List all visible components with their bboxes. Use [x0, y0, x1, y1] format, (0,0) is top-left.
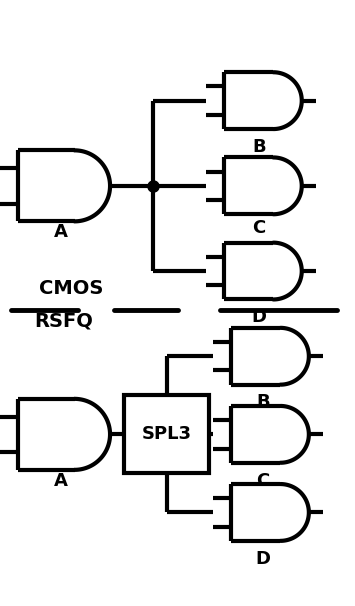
Bar	[124, 395, 209, 473]
Text: A: A	[53, 471, 67, 490]
Text: SPL3: SPL3	[142, 425, 192, 444]
Text: CMOS: CMOS	[39, 279, 103, 298]
Text: B: B	[256, 393, 269, 411]
Text: D: D	[255, 550, 270, 568]
Text: A: A	[53, 223, 67, 241]
Text: C: C	[256, 471, 269, 490]
Text: D: D	[252, 308, 267, 326]
Text: C: C	[252, 219, 266, 238]
Text: RSFQ: RSFQ	[34, 311, 93, 330]
Text: B: B	[252, 138, 266, 156]
